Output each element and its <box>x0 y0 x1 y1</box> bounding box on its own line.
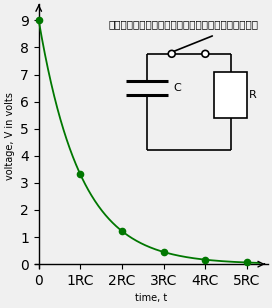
X-axis label: time, t: time, t <box>135 294 167 303</box>
Text: การคลายประจุตัวเก็บประจุ: การคลายประจุตัวเก็บประจุ <box>109 19 259 29</box>
Y-axis label: voltage, V in volts: voltage, V in volts <box>5 92 15 180</box>
